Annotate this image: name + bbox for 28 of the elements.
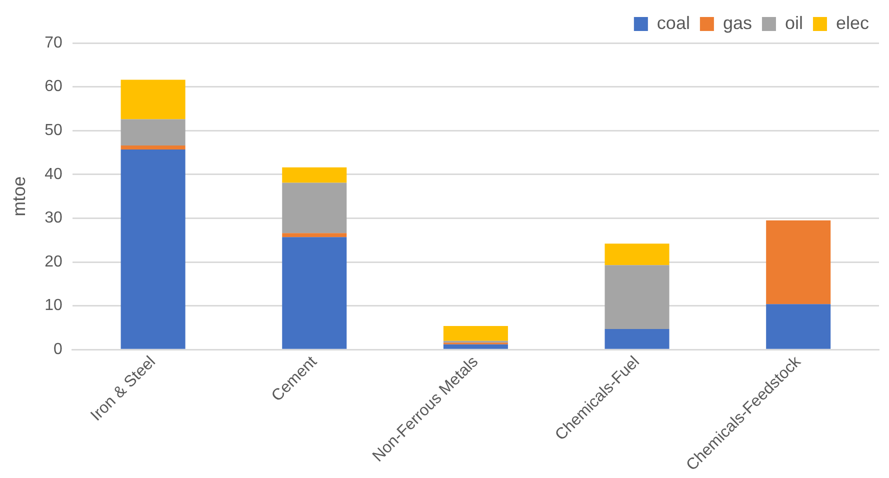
bar: [766, 220, 831, 304]
bar: [282, 182, 347, 234]
bar: [120, 149, 186, 349]
legend-label: gas: [722, 12, 752, 33]
bar: [766, 304, 831, 349]
bar: [282, 167, 347, 183]
y-axis-title: mtoe: [8, 176, 29, 216]
legend-label: elec: [836, 12, 870, 33]
bar: [443, 344, 508, 349]
y-tick-label: 10: [44, 297, 62, 314]
y-tick-label: 30: [44, 210, 62, 227]
legend-label: coal: [656, 12, 690, 33]
legend-label: oil: [784, 12, 803, 33]
bar: [120, 80, 186, 120]
y-tick-label: 40: [44, 166, 62, 183]
bar: [120, 146, 186, 150]
bar: [604, 265, 670, 330]
y-tick-label: 0: [53, 341, 62, 358]
bar: [282, 233, 347, 238]
bar: [443, 326, 508, 341]
y-tick-label: 50: [44, 122, 62, 140]
bar: [120, 119, 186, 146]
y-tick-label: 70: [44, 34, 62, 52]
bar: [604, 244, 670, 266]
y-tick-label: 60: [44, 78, 62, 96]
bar: [282, 237, 347, 349]
y-tick-label: 20: [44, 253, 62, 270]
bar: [604, 329, 670, 349]
